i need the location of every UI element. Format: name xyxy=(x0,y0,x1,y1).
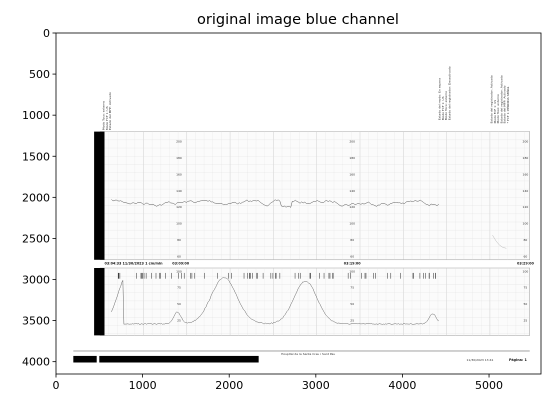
fhr-scale-label: 160 xyxy=(523,172,529,176)
toco-scale-label: 75 xyxy=(177,286,181,290)
footer-block-left xyxy=(73,355,97,363)
toco-scale-label: 100 xyxy=(523,269,529,273)
x-tick-label: 2000 xyxy=(215,379,243,392)
fhr-scale-label: 180 xyxy=(349,156,355,160)
x-tick-label: 1000 xyxy=(129,379,157,392)
toco-panel xyxy=(99,267,530,336)
chart-title: original image blue channel xyxy=(197,12,399,28)
toco-scale-label: 50 xyxy=(523,302,527,306)
y-tick-label: 1500 xyxy=(22,150,50,163)
annotation-right: Estado del registrador: Activado xyxy=(490,75,494,123)
toco-scale-label: 50 xyxy=(177,302,181,306)
toco-scale-label: 25 xyxy=(177,319,181,323)
fhr-scale-label: 120 xyxy=(176,205,182,209)
fhr-scale-label: 140 xyxy=(523,189,529,193)
y-axis-ticks: 0 500 1000 1500 2000 2500 3000 3500 4000 xyxy=(22,27,56,369)
fhr-scale-label: 160 xyxy=(349,172,355,176)
x-tick-label: 4000 xyxy=(388,379,416,392)
annotation-left: Estado del MFP: Activado xyxy=(108,92,112,130)
footer-datetime: 11/30/2023 13:41 xyxy=(467,358,494,362)
time-mark: 03:19:00 xyxy=(344,261,362,265)
annotation-right: * FCF 1: PÉRDIDA SEÑAL xyxy=(505,86,510,123)
y-tick-label: 1000 xyxy=(22,109,50,122)
toco-scale-label: 75 xyxy=(523,286,527,290)
y-tick-label: 0 xyxy=(43,27,50,40)
y-tick-label: 500 xyxy=(29,68,50,81)
toco-scale-label: 50 xyxy=(350,302,354,306)
annotation-left: Modo Toco: externo xyxy=(102,101,106,130)
y-tick-label: 3500 xyxy=(22,315,50,328)
fhr-scale-label: 120 xyxy=(523,205,529,209)
annotation-right: Modo FCF 1: US xyxy=(493,100,497,124)
fhr-scale-label: 200 xyxy=(523,139,529,143)
x-axis-ticks: 0 1000 2000 3000 4000 5000 xyxy=(53,374,503,392)
fhr-scale-label: 60 xyxy=(350,254,354,258)
axes-frame xyxy=(55,32,542,375)
fhr-scale-label: 200 xyxy=(349,139,355,143)
time-mark: 03:09:00 xyxy=(172,261,190,265)
event-markers xyxy=(117,272,436,279)
time-mark: 03:04:33 11/30/2023 1 cm/min xyxy=(105,261,164,265)
fhr-black-band xyxy=(94,131,105,260)
annotation-right: Estado del registrador: Activado xyxy=(499,75,503,123)
annotation-mid: Modo FCF 1: US xyxy=(441,96,445,120)
fhr-scale-label: 80 xyxy=(177,238,181,242)
fhr-trace-tail xyxy=(492,235,507,249)
fhr-scale-label: 60 xyxy=(523,254,527,258)
time-mark: 03:29:00 xyxy=(517,261,535,265)
fhr-scale-label: 100 xyxy=(523,222,529,226)
toco-scale-label: 100 xyxy=(176,269,182,273)
fhr-scale-label: 80 xyxy=(350,238,354,242)
annotation-right: Modo Toco: externo xyxy=(496,94,500,123)
fhr-scale-label: 120 xyxy=(349,205,355,209)
toco-black-band xyxy=(94,268,105,336)
fhr-scale-label: 140 xyxy=(349,189,355,193)
footer-center: Hospital de la Santa Creu i Sant Pau xyxy=(281,352,335,356)
footer-block-bar xyxy=(99,355,259,363)
y-tick-label: 4000 xyxy=(22,356,50,369)
fhr-scale-label: 100 xyxy=(176,222,182,226)
fhr-scale-label: 100 xyxy=(349,222,355,226)
toco-scale-label: 25 xyxy=(350,319,354,323)
x-tick-label: 3000 xyxy=(302,379,330,392)
x-tick-label: 5000 xyxy=(475,379,503,392)
ctg-scan: 200 180 160 140 120 100 80 60 100 75 50 25 200 180 160… xyxy=(73,66,535,363)
toco-scale-label: 100 xyxy=(349,269,355,273)
annotation-mid: Modo Toco: externo xyxy=(444,91,448,120)
fhr-scale-label: 180 xyxy=(523,156,529,160)
x-tick-label: 0 xyxy=(53,379,60,392)
toco-scale-label: 25 xyxy=(523,319,527,323)
footer-page: Página: 1 xyxy=(509,358,528,362)
fhr-panel xyxy=(99,131,530,261)
toco-trace xyxy=(111,277,439,325)
annotation-mid: Estado del registrador: Desactivado xyxy=(447,66,451,120)
fhr-scale-label: 180 xyxy=(176,156,182,160)
annotation-right: Estado del MFP: Activado xyxy=(503,85,507,123)
annotation-left: Modo FCF 1: US xyxy=(105,106,109,130)
fhr-panel-grid xyxy=(99,131,530,260)
fhr-scale-label: 60 xyxy=(177,254,181,258)
image-axes: 200 180 160 140 120 100 80 60 100 75 50 25 200 180 160… xyxy=(22,27,542,392)
y-tick-label: 3000 xyxy=(22,274,50,287)
fhr-scale-label: 200 xyxy=(176,139,182,143)
y-tick-label: 2500 xyxy=(22,232,50,245)
fhr-trace xyxy=(111,199,439,208)
fhr-scale-label: 80 xyxy=(523,238,527,242)
toco-scale-label: 75 xyxy=(350,286,354,290)
fhr-scale-label: 140 xyxy=(176,189,182,193)
y-tick-label: 2000 xyxy=(22,191,50,204)
fhr-scale-label: 160 xyxy=(176,172,182,176)
annotation-mid: Estado del modo: En espera xyxy=(438,78,442,120)
